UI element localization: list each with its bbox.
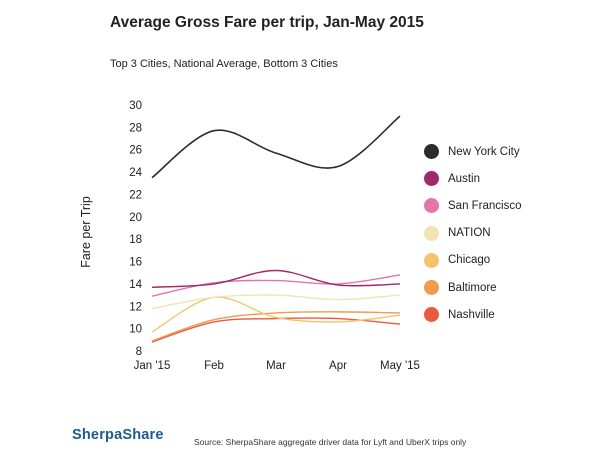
y-tick-label: 18 <box>129 234 142 246</box>
legend-swatch <box>424 198 439 214</box>
y-tick-label: 22 <box>129 189 142 201</box>
legend-item-chicago: Chicago <box>424 247 522 274</box>
x-tick-label: Feb <box>204 360 224 372</box>
y-tick-label: 30 <box>129 100 142 112</box>
legend-label: Nashville <box>448 308 495 321</box>
x-tick-label: May '15 <box>380 360 420 372</box>
legend-label: San Francisco <box>448 199 522 212</box>
y-tick-label: 16 <box>129 257 142 269</box>
x-tick-label: Mar <box>266 360 286 372</box>
legend-item-austin: Austin <box>424 165 522 192</box>
y-tick-label: 12 <box>129 301 142 313</box>
y-tick-label: 28 <box>129 122 142 134</box>
legend-swatch <box>424 144 439 160</box>
series-line-austin <box>151 269 401 288</box>
legend-swatch <box>424 171 439 187</box>
legend-label: Austin <box>448 172 480 185</box>
legend-item-nation: NATION <box>424 220 522 247</box>
y-tick-label: 8 <box>136 346 142 358</box>
x-tick-label: Jan '15 <box>134 360 171 372</box>
series-line-nashville <box>151 317 401 343</box>
legend-item-nashville: Nashville <box>424 301 522 328</box>
legend-item-san-francisco: San Francisco <box>424 192 522 219</box>
legend-label: NATION <box>448 227 491 240</box>
x-tick-label: Apr <box>329 360 347 372</box>
brand-logo: SherpaShare <box>72 427 164 443</box>
y-tick-label: 26 <box>129 145 142 157</box>
legend-item-baltimore: Baltimore <box>424 274 522 301</box>
series-line-new-york-city <box>151 115 401 179</box>
legend-label: Chicago <box>448 254 491 267</box>
legend-swatch <box>424 280 439 296</box>
legend-label: Baltimore <box>448 281 497 294</box>
series-line-chicago <box>151 296 401 333</box>
legend-swatch <box>424 307 439 323</box>
source-note: Source: SherpaShare aggregate driver dat… <box>194 437 467 447</box>
y-tick-label: 14 <box>129 279 142 291</box>
legend-swatch <box>424 252 439 268</box>
chart-subtitle: Top 3 Cities, National Average, Bottom 3… <box>110 58 338 70</box>
y-tick-label: 20 <box>129 212 142 224</box>
legend-item-new-york-city: New York City <box>424 138 522 165</box>
chart-legend: New York City Austin San Francisco NATION Ch… <box>424 138 522 328</box>
legend-swatch <box>424 225 439 241</box>
chart-title: Average Gross Fare per trip, Jan-May 201… <box>110 14 424 31</box>
y-tick-label: 10 <box>129 324 142 336</box>
series-line-baltimore <box>151 311 401 342</box>
y-tick-label: 24 <box>129 167 142 179</box>
legend-label: New York City <box>448 145 520 158</box>
series-line-nation <box>151 294 401 310</box>
